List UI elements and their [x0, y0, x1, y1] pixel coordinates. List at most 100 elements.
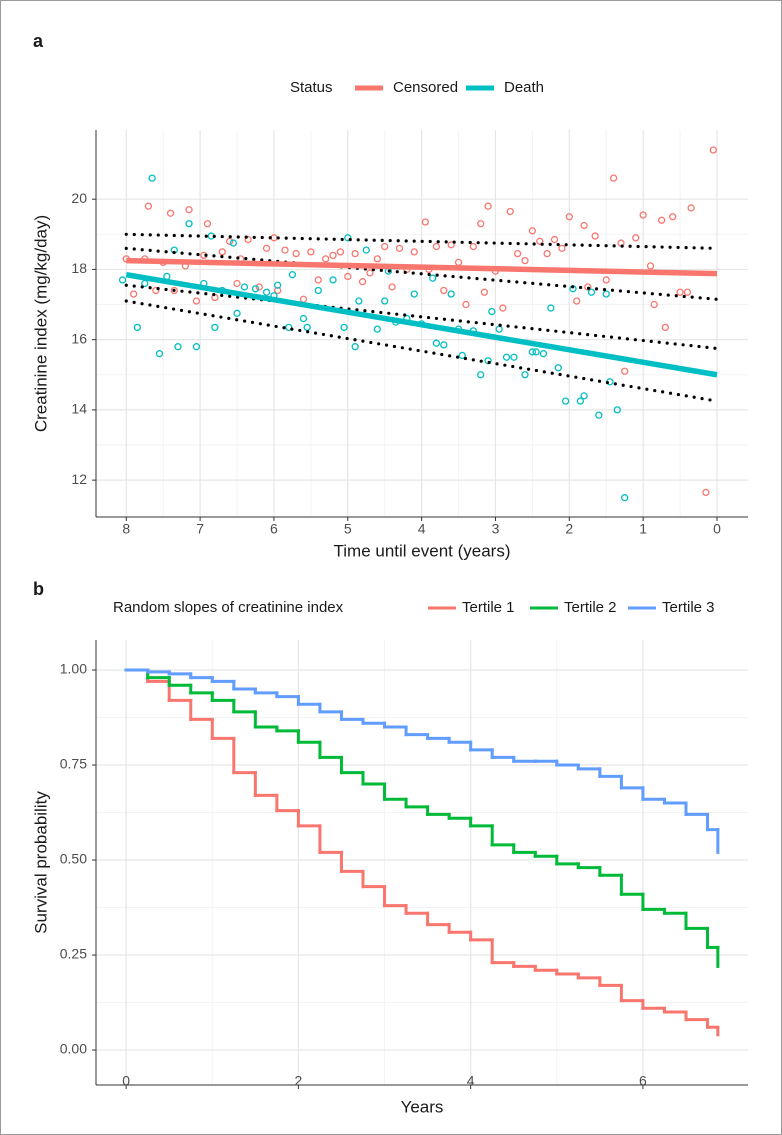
legend-label: Death — [504, 79, 544, 96]
scatter-point — [602, 290, 610, 298]
scatter-point — [192, 343, 201, 351]
scatter-point — [661, 323, 669, 332]
x-tick-label: 8 — [122, 521, 130, 537]
legend-label: Tertile 1 — [462, 599, 515, 616]
scatter-point — [144, 202, 153, 210]
scatter-point — [336, 248, 345, 256]
scatter-point — [233, 279, 241, 288]
scatter-point — [410, 248, 418, 256]
scatter-point — [273, 286, 282, 295]
scatter-point — [576, 397, 585, 405]
y-tick-label: 14 — [71, 401, 87, 417]
fit-line — [125, 271, 718, 378]
scatter-point — [632, 234, 640, 242]
scatter-point — [429, 274, 437, 282]
scatter-point — [565, 213, 573, 221]
scatter-point — [539, 350, 548, 358]
x-tick-label: 4 — [418, 521, 426, 537]
scatter-point — [477, 220, 485, 228]
scatter-point — [233, 309, 241, 317]
scatter-point — [657, 216, 666, 224]
scatter-point — [440, 341, 448, 349]
scatter-point — [344, 234, 352, 242]
scatter-point — [262, 288, 271, 296]
scatter-point — [152, 286, 160, 295]
panel-label: b — [33, 579, 44, 599]
scatter-point — [174, 343, 182, 351]
scatter-point — [447, 241, 455, 249]
scatter-point — [587, 288, 596, 296]
scatter-point — [255, 283, 263, 291]
scatter-point — [166, 209, 175, 217]
scatter-point — [573, 297, 581, 305]
scatter-point — [329, 276, 337, 284]
scatter-point — [480, 288, 489, 296]
reference-line — [124, 283, 719, 351]
scatter-point — [621, 494, 629, 502]
scatter-point — [262, 244, 271, 252]
y-tick-label: 0.50 — [60, 851, 87, 867]
scatter-point — [362, 246, 370, 254]
scatter-point — [273, 281, 282, 289]
y-tick-label: 12 — [71, 471, 87, 487]
x-tick-label: 0 — [122, 1073, 130, 1089]
scatter-point — [709, 146, 717, 154]
scatter-point — [477, 371, 485, 379]
scatter-point — [155, 350, 164, 358]
scatter-point — [499, 304, 507, 312]
scatter-point — [340, 323, 348, 332]
scatter-point — [547, 304, 555, 312]
scatter-point — [683, 288, 692, 296]
scatter-point — [185, 206, 193, 214]
scatter-point — [229, 239, 237, 247]
y-tick-label: 18 — [71, 260, 87, 276]
x-tick-label: 7 — [196, 521, 204, 537]
x-axis-title: Time until event (years) — [334, 541, 511, 560]
x-tick-label: 5 — [344, 521, 352, 537]
scatter-point — [366, 269, 374, 277]
scatter-point — [502, 353, 511, 361]
scatter-point — [646, 262, 655, 270]
scatter-point — [484, 202, 492, 210]
scatter-point — [506, 207, 514, 216]
scatter-point — [281, 246, 289, 254]
y-axis-title: Creatinine index (mg/kg/day) — [31, 215, 50, 432]
scatter-point — [373, 255, 381, 263]
scatter-point — [307, 248, 315, 256]
scatter-point — [609, 174, 618, 182]
scatter-point — [462, 300, 470, 309]
scatter-point — [388, 283, 396, 291]
scatter-point — [218, 248, 226, 256]
scatter-point — [702, 488, 710, 497]
scatter-point — [244, 235, 252, 244]
y-tick-label: 1.00 — [60, 661, 87, 677]
scatter-point — [591, 232, 599, 240]
scatter-point — [211, 323, 219, 332]
scatter-point — [440, 286, 448, 295]
scatter-point — [355, 297, 363, 305]
x-tick-label: 4 — [467, 1073, 475, 1089]
scatter-point — [240, 283, 249, 291]
scatter-point — [292, 249, 300, 258]
y-axis-title: Survival probability — [31, 791, 50, 934]
scatter-point — [580, 392, 588, 400]
scatter-point — [447, 290, 455, 298]
x-axis-title: Years — [401, 1097, 444, 1116]
scatter-point — [299, 314, 308, 323]
scatter-point — [458, 351, 466, 360]
scatter-point — [373, 325, 381, 333]
scatter-point — [321, 255, 330, 263]
scatter-point — [521, 371, 529, 379]
x-tick-label: 3 — [492, 521, 500, 537]
scatter-point — [351, 343, 359, 351]
scatter-point — [251, 285, 260, 293]
scatter-point — [602, 276, 610, 284]
scatter-point — [595, 411, 603, 419]
y-tick-label: 0.75 — [60, 756, 87, 772]
scatter-point — [421, 218, 429, 226]
scatter-point — [613, 406, 621, 414]
scatter-point — [621, 367, 629, 375]
scatter-point — [170, 286, 178, 295]
